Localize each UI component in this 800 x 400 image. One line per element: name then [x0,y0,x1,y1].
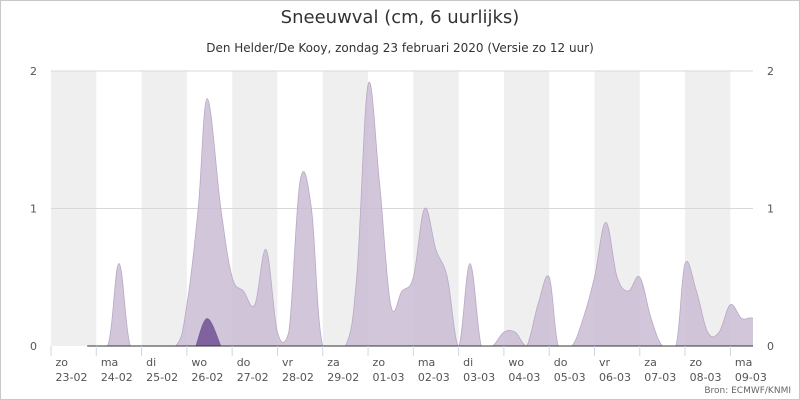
x-date-label: 26-02 [191,371,223,384]
y-tick-label: 2 [767,65,774,78]
x-weekday-label: vr [599,356,611,369]
x-weekday-label: zo [373,356,386,369]
series-areas [87,81,753,347]
x-weekday-label: wo [508,356,524,369]
x-weekday-label: wo [191,356,207,369]
x-date-label: 06-03 [599,371,631,384]
x-weekday-label: za [327,356,340,369]
y-tick-label: 0 [30,340,37,353]
y-tick-label: 1 [30,203,37,216]
x-date-label: 08-03 [690,371,722,384]
x-weekday-label: zo [56,356,69,369]
y-axis-right: 0 1 2 [767,65,774,353]
y-tick-label: 2 [30,65,37,78]
credits-text: Bron: ECMWF/KNMI [704,386,791,396]
x-weekday-label: ma [101,356,118,369]
x-date-label: 07-03 [644,371,676,384]
x-date-label: 27-02 [237,371,269,384]
x-axis: zo 23-02 ma 24-02 di 25-02 wo 26-02 do 27-02 vr 28-… [50,346,767,384]
chart-title: Sneeuwval (cm, 6 uurlijks) [280,7,520,28]
series-main-area [195,318,222,347]
x-weekday-label: di [463,356,473,369]
y-tick-label: 0 [767,340,774,353]
chart-subtitle: Den Helder/De Kooy, zondag 23 februari 2… [206,41,594,55]
x-weekday-label: di [146,356,156,369]
x-date-label: 04-03 [508,371,540,384]
x-date-label: 24-02 [101,371,133,384]
x-weekday-label: do [237,356,251,369]
x-date-label: 29-02 [327,371,359,384]
x-weekday-label: ma [418,356,435,369]
x-date-label: 05-03 [554,371,586,384]
x-date-label: 03-03 [463,371,495,384]
x-date-label: 02-03 [418,371,450,384]
x-weekday-label: za [644,356,657,369]
x-date-label: 23-02 [56,371,88,384]
x-weekday-label: do [554,356,568,369]
x-date-label: 01-03 [373,371,405,384]
y-axis-left: 0 1 2 [30,65,37,353]
x-weekday-label: ma [735,356,752,369]
y-tick-label: 1 [767,203,774,216]
x-weekday-label: zo [690,356,703,369]
x-date-label: 25-02 [146,371,178,384]
x-weekday-label: vr [282,356,294,369]
gridlines [51,70,753,209]
x-date-label: 09-03 [735,371,767,384]
x-date-label: 28-02 [282,371,314,384]
